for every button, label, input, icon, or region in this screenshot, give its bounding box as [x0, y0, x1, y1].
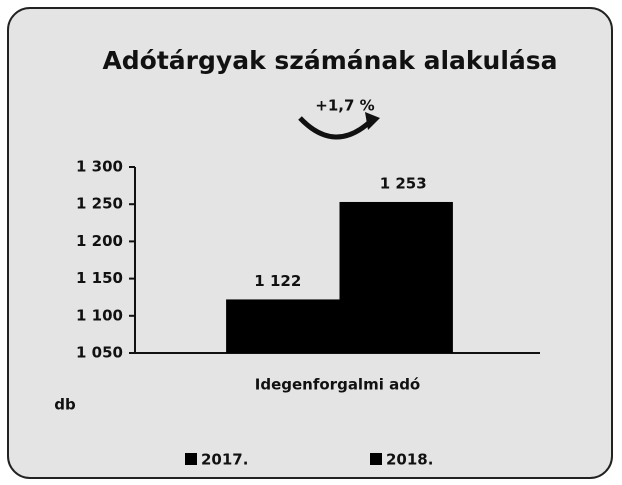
bar [226, 299, 340, 353]
y-tick-label: 1 300 [76, 158, 123, 176]
growth-arrow [298, 116, 374, 140]
legend-swatch [185, 453, 197, 465]
y-tick-label: 1 050 [76, 344, 123, 362]
annotation: +1,7 % [315, 97, 374, 115]
value-label: 1 253 [380, 174, 427, 192]
legend-label: 2018. [386, 451, 433, 469]
growth-arrow-head [365, 112, 380, 130]
y-tick-label: 1 150 [76, 269, 123, 287]
bar [339, 201, 453, 353]
y-tick-label: 1 100 [76, 306, 123, 324]
y-axis-label: db [54, 396, 76, 414]
x-tick-label: Idegenforgalmi adó [255, 376, 420, 394]
chart-title: Adótárgyak számának alakulása [102, 46, 557, 75]
chart-frame [7, 7, 613, 479]
legend-label: 2017. [201, 451, 248, 469]
y-tick-label: 1 200 [76, 232, 123, 250]
value-label: 1 122 [254, 272, 301, 290]
y-tick-label: 1 250 [76, 195, 123, 213]
legend-swatch [370, 453, 382, 465]
